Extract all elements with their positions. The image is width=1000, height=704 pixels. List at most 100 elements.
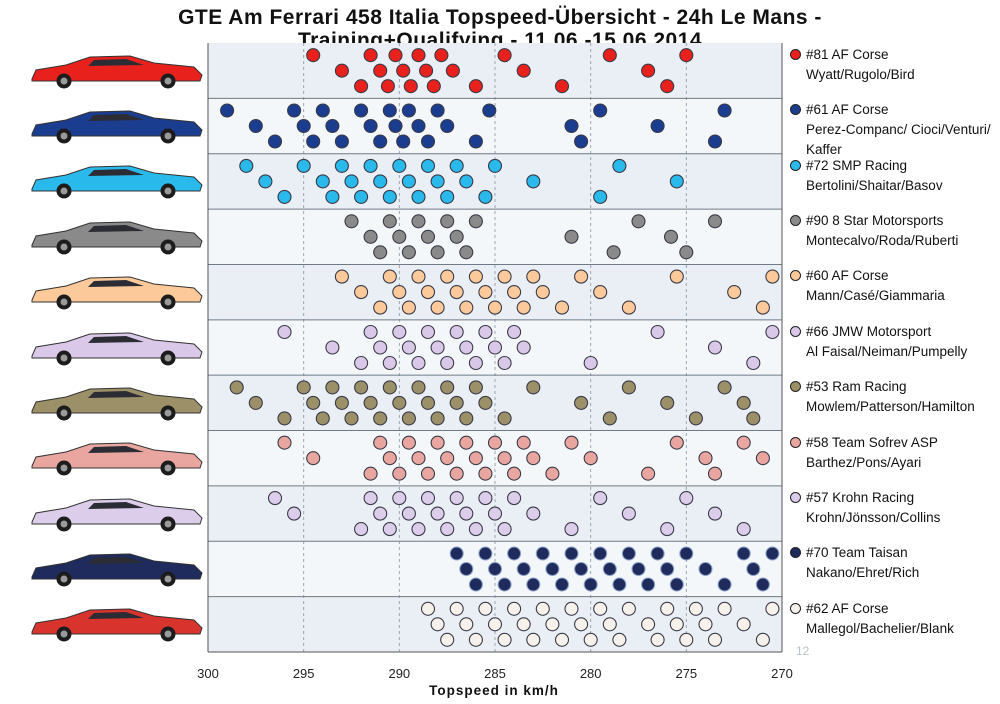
- data-point: [717, 577, 732, 592]
- car-icon: [31, 165, 203, 199]
- data-point: [459, 340, 474, 355]
- data-point: [440, 522, 455, 537]
- data-point: [449, 229, 464, 244]
- data-point: [420, 491, 436, 506]
- data-point: [526, 506, 541, 521]
- data-point: [631, 561, 646, 577]
- data-point: [574, 617, 589, 632]
- data-point: [688, 601, 703, 616]
- legend-marker: [790, 215, 801, 227]
- data-point: [641, 466, 656, 481]
- data-point: [564, 522, 579, 537]
- data-point: [621, 380, 636, 395]
- data-point: [487, 561, 503, 577]
- data-point: [426, 79, 441, 94]
- data-point: [334, 63, 349, 78]
- legend-drivers-label: Al Faisal/Neiman/Pumpelly: [806, 343, 968, 359]
- data-point: [478, 324, 493, 340]
- data-point: [736, 435, 751, 450]
- data-point: [344, 411, 359, 426]
- data-point: [545, 617, 560, 632]
- data-point: [487, 435, 503, 450]
- data-point: [392, 491, 407, 506]
- data-point: [679, 546, 694, 561]
- legend-drivers-label: Montecalvo/Roda/Ruberti: [806, 233, 959, 249]
- data-point: [507, 466, 522, 481]
- data-point: [574, 395, 589, 410]
- data-point: [698, 561, 713, 577]
- car-icon: [31, 276, 203, 310]
- data-point: [363, 118, 378, 134]
- data-point: [401, 411, 416, 426]
- data-point: [746, 355, 761, 371]
- data-point: [430, 245, 445, 260]
- data-point: [411, 355, 426, 371]
- data-point: [717, 380, 732, 395]
- legend-team-label: #72 SMP Racing: [806, 157, 908, 173]
- data-point: [382, 189, 397, 204]
- data-point: [593, 285, 608, 300]
- data-point: [449, 491, 464, 506]
- data-point: [363, 466, 378, 481]
- data-point: [765, 269, 780, 284]
- data-point: [373, 506, 388, 521]
- data-point: [440, 380, 455, 395]
- data-point: [403, 79, 418, 94]
- data-point: [669, 435, 684, 450]
- data-point: [459, 617, 474, 632]
- car-icon: [31, 221, 203, 255]
- data-point: [707, 632, 723, 647]
- data-point: [363, 324, 378, 340]
- data-point: [507, 324, 522, 340]
- data-point: [487, 506, 503, 521]
- data-point: [373, 245, 388, 260]
- data-point: [535, 285, 550, 300]
- data-point: [669, 577, 684, 592]
- data-point: [755, 300, 770, 315]
- x-tick-label: 285: [484, 666, 506, 681]
- data-point: [526, 269, 541, 284]
- data-point: [411, 118, 426, 134]
- data-point: [306, 134, 321, 149]
- data-point: [373, 435, 388, 450]
- legend-marker: [790, 436, 801, 448]
- data-point: [430, 103, 445, 118]
- data-point: [239, 158, 254, 173]
- legend-marker: [790, 159, 801, 171]
- data-point: [641, 63, 656, 78]
- car-thumbnail: [26, 551, 206, 587]
- data-point: [449, 466, 464, 481]
- data-point: [564, 601, 579, 616]
- data-point: [419, 63, 434, 78]
- data-point: [698, 617, 713, 632]
- data-point: [430, 617, 445, 632]
- car-icon: [31, 387, 203, 421]
- data-point: [449, 601, 464, 616]
- data-point: [354, 355, 369, 371]
- data-point: [267, 491, 283, 506]
- data-point: [296, 158, 311, 173]
- data-point: [478, 491, 493, 506]
- data-point: [593, 103, 608, 118]
- car-thumbnail: [26, 219, 206, 255]
- legend-drivers-label: Krohn/Jönsson/Collins: [806, 509, 941, 525]
- data-point: [411, 522, 426, 537]
- car-thumbnail: [26, 163, 206, 199]
- data-point: [497, 411, 512, 426]
- data-point: [497, 632, 512, 647]
- data-point: [401, 506, 416, 521]
- data-point: [746, 561, 761, 577]
- data-point: [392, 158, 407, 173]
- data-point: [765, 324, 780, 340]
- data-point: [487, 300, 503, 315]
- data-point: [334, 134, 349, 149]
- x-axis-label: Topspeed in km/h: [429, 683, 559, 698]
- data-point: [478, 546, 493, 561]
- legend-team-label: #58 Team Sofrev ASP: [806, 434, 938, 450]
- data-point: [526, 380, 541, 395]
- data-point: [373, 134, 388, 149]
- data-point: [526, 174, 541, 189]
- data-point: [574, 561, 589, 577]
- car-icon: [31, 442, 203, 476]
- legend-entry: #62 AF Corse Mallegol/Bachelier/Blank: [788, 599, 1000, 639]
